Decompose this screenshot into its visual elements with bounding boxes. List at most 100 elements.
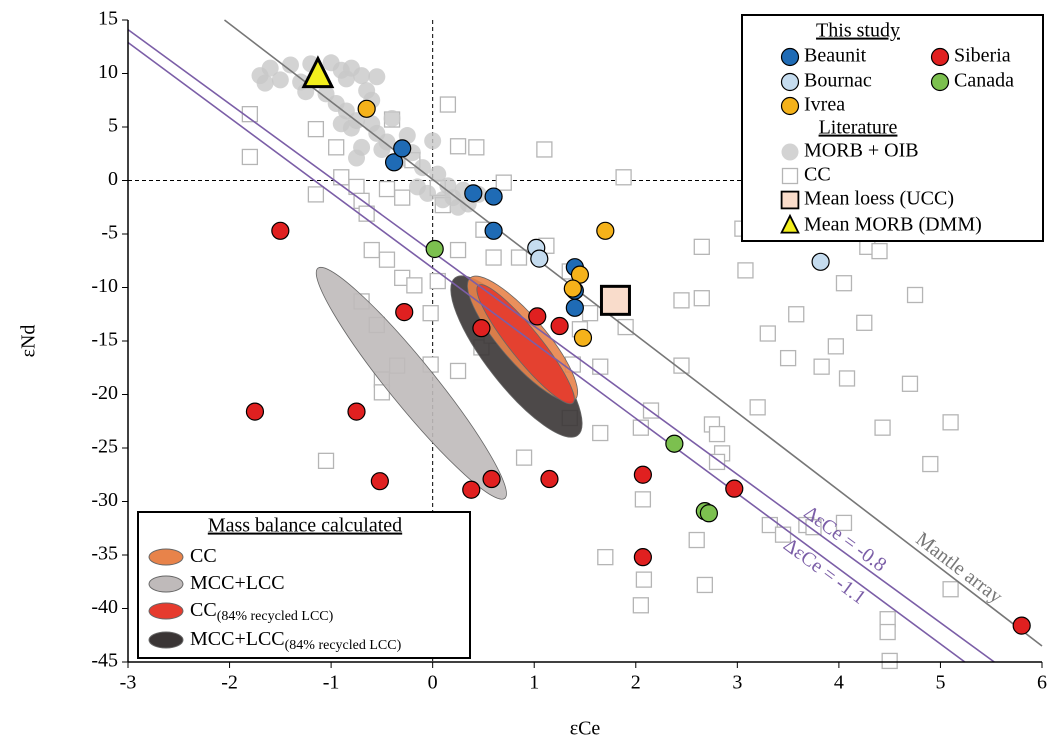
point <box>813 358 830 375</box>
point <box>333 169 350 186</box>
legend-label: MORB + OIB <box>804 140 919 162</box>
point-layer <box>245 55 1031 635</box>
legend-marker <box>148 631 184 649</box>
x-axis-label: εCe <box>570 718 601 740</box>
legend-label: CC <box>804 164 831 186</box>
point <box>370 472 389 491</box>
point <box>281 56 299 74</box>
point <box>874 419 891 436</box>
point <box>906 286 924 304</box>
legend-marker <box>780 96 800 116</box>
x-tick-label: 2 <box>631 672 641 694</box>
point <box>408 178 426 196</box>
point <box>835 275 853 292</box>
x-tick-label: 4 <box>834 672 844 694</box>
x-tick-label: -3 <box>120 672 137 694</box>
point <box>468 139 485 156</box>
point <box>688 531 705 549</box>
point <box>347 402 366 421</box>
point <box>449 138 467 155</box>
point <box>633 548 652 567</box>
point <box>394 189 411 206</box>
legend-title: Literature <box>819 117 898 139</box>
point <box>368 68 386 86</box>
point <box>241 106 259 123</box>
point <box>881 652 898 670</box>
point <box>599 284 631 316</box>
point <box>348 149 365 167</box>
point <box>528 307 547 326</box>
point <box>634 491 652 508</box>
point <box>708 425 726 443</box>
point <box>425 239 444 259</box>
point <box>536 141 553 158</box>
point <box>725 479 744 498</box>
y-tick-label: 10 <box>98 61 118 83</box>
point <box>484 221 503 240</box>
legend-label: Ivrea <box>804 94 845 116</box>
point <box>565 298 584 317</box>
point <box>540 469 559 489</box>
y-tick-label: 0 <box>108 168 118 190</box>
legend-label: Canada <box>954 70 1014 92</box>
point <box>241 148 259 166</box>
point <box>665 434 684 453</box>
point <box>673 357 690 374</box>
legend-label-main: CC <box>190 545 217 567</box>
point <box>563 279 582 298</box>
y-tick-label: -30 <box>91 489 118 511</box>
legend-label-sub: (84% recycled LCC) <box>217 609 334 624</box>
legend-marker <box>781 167 799 185</box>
legend-marker <box>780 190 800 210</box>
point <box>395 303 414 322</box>
point <box>942 581 959 598</box>
legend-marker <box>148 602 184 620</box>
point <box>510 249 528 266</box>
point <box>485 249 502 266</box>
x-tick-label: 5 <box>935 672 945 694</box>
point <box>827 338 844 355</box>
point <box>749 399 766 416</box>
legend-marker <box>148 548 184 566</box>
point <box>633 465 652 484</box>
point <box>805 519 822 536</box>
legend-marker <box>930 47 950 67</box>
point <box>592 424 609 442</box>
point <box>464 184 483 203</box>
point <box>632 597 650 614</box>
point <box>737 262 754 279</box>
legend-marker <box>780 213 800 234</box>
point <box>414 159 432 177</box>
x-tick-label: 1 <box>529 672 539 694</box>
legend-marker <box>781 143 799 161</box>
y-tick-label: -15 <box>91 329 118 351</box>
point <box>942 414 959 431</box>
point <box>449 362 467 380</box>
point <box>693 238 710 255</box>
point <box>699 504 718 523</box>
trend-line <box>223 19 1043 647</box>
legend-label: Siberia <box>954 45 1011 67</box>
point <box>384 153 404 172</box>
point <box>581 305 599 322</box>
point <box>422 305 439 322</box>
legend-label-main: MCC+LCC <box>190 572 285 594</box>
point <box>353 67 371 85</box>
point <box>434 191 452 209</box>
point <box>597 548 614 566</box>
point <box>759 325 776 342</box>
point <box>301 55 335 89</box>
point <box>615 169 632 186</box>
trend-line <box>127 28 995 663</box>
legend-label: Mean MORB (DMM) <box>804 214 982 236</box>
legend-box <box>137 511 471 659</box>
point <box>357 99 376 118</box>
legend-label: CC <box>190 545 217 567</box>
y-tick-label: -5 <box>101 222 118 244</box>
point <box>406 277 423 294</box>
point <box>1012 616 1031 635</box>
point <box>317 452 335 469</box>
morb-layer <box>251 54 487 216</box>
point <box>811 252 830 271</box>
